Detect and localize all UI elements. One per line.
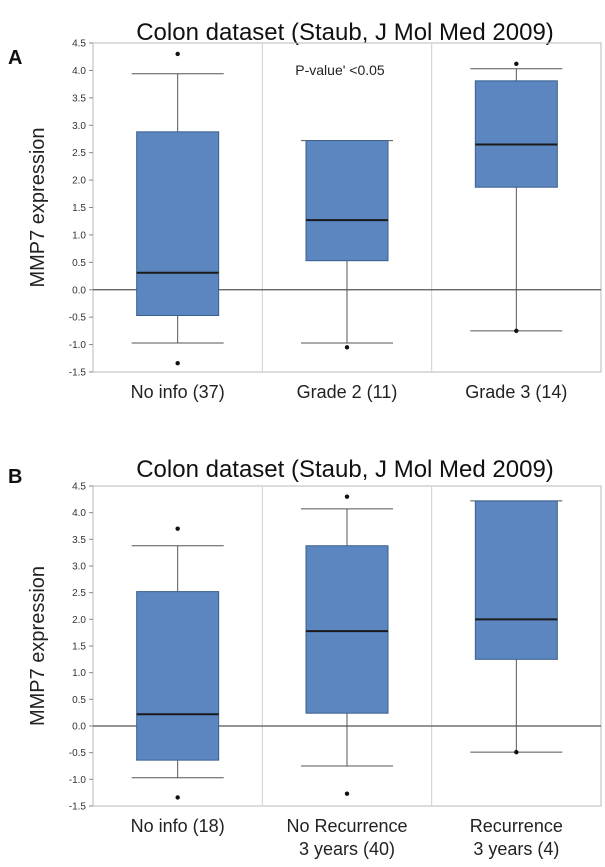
outlier-point <box>514 328 519 334</box>
y-tick-label: -0.5 <box>69 748 87 759</box>
y-tick-label: 3.5 <box>72 93 86 104</box>
box-iqr <box>305 545 389 714</box>
outlier-point <box>175 526 180 531</box>
y-tick-label: 3.0 <box>72 562 86 573</box>
y-tick-label: 2.5 <box>72 148 86 159</box>
box-iqr <box>136 131 220 317</box>
x-category-label: Grade 2 (11) <box>297 382 398 402</box>
y-tick-label: 1.5 <box>72 203 86 214</box>
x-category-label: Grade 3 (14) <box>465 382 567 402</box>
x-category-label: No info (18) <box>131 816 225 836</box>
outlier-point <box>175 795 180 800</box>
y-tick-label: 4.5 <box>72 39 86 50</box>
y-tick-label: 1.5 <box>72 642 86 653</box>
y-tick-label: 1.0 <box>72 668 86 679</box>
y-tick-label: 2.0 <box>72 176 86 187</box>
x-category-label: 3 years (40) <box>299 839 395 859</box>
y-tick-label: 0.0 <box>72 285 86 296</box>
y-tick-label: 2.5 <box>72 588 86 599</box>
box-group <box>301 494 393 796</box>
y-tick-label: 4.5 <box>72 482 86 493</box>
outlier-point <box>175 51 180 57</box>
box-iqr <box>474 500 558 660</box>
chart-title: Colon dataset (Staub, J Mol Med 2009) <box>136 19 554 46</box>
y-tick-label: 3.0 <box>72 121 86 132</box>
panel-a: A Colon dataset (Staub, J Mol Med 2009) 4.… <box>8 19 602 402</box>
y-tick-label: 4.0 <box>72 66 86 77</box>
box-group <box>470 61 563 334</box>
outlier-point <box>514 61 519 67</box>
y-tick-label: 2.0 <box>72 615 86 626</box>
panel-letter: B <box>8 466 22 488</box>
box-iqr <box>136 591 220 761</box>
y-tick-label: -1.0 <box>69 775 87 786</box>
y-tick-label: 0.0 <box>72 722 86 733</box>
outlier-point <box>344 791 350 796</box>
box-iqr <box>474 80 558 188</box>
y-axis-label: MMP7 expression <box>27 127 49 287</box>
y-tick-label: -0.5 <box>69 313 87 324</box>
y-tick-label: 1.0 <box>72 230 86 241</box>
outlier-point <box>344 345 350 350</box>
y-tick-label: 3.5 <box>72 535 86 546</box>
y-tick-label: -1.0 <box>69 340 87 351</box>
y-tick-label: 0.5 <box>72 695 86 706</box>
panel-b: B Colon dataset (Staub, J Mol Med 2009) 4.… <box>8 456 602 859</box>
y-tick-label: -1.5 <box>69 802 87 813</box>
x-category-label: 3 years (4) <box>473 839 559 859</box>
box-group <box>470 500 563 755</box>
box-group <box>131 51 224 366</box>
outlier-point <box>175 361 180 366</box>
x-category-label: No info (37) <box>131 382 225 402</box>
y-tick-label: -1.5 <box>69 368 87 379</box>
outlier-point <box>344 494 350 499</box>
box-iqr <box>305 140 389 262</box>
p-value-annotation: P-value' <0.05 <box>295 62 385 78</box>
y-tick-label: 0.5 <box>72 258 86 269</box>
box-group <box>131 526 224 800</box>
x-category-label: Recurrence <box>470 816 563 836</box>
x-category-label: No Recurrence <box>286 816 407 836</box>
panel-letter: A <box>8 47 22 69</box>
y-axis-label: MMP7 expression <box>27 566 49 726</box>
chart-title: Colon dataset (Staub, J Mol Med 2009) <box>136 456 554 483</box>
y-tick-label: 4.0 <box>72 508 86 519</box>
box-group <box>301 140 393 350</box>
outlier-point <box>514 749 519 755</box>
